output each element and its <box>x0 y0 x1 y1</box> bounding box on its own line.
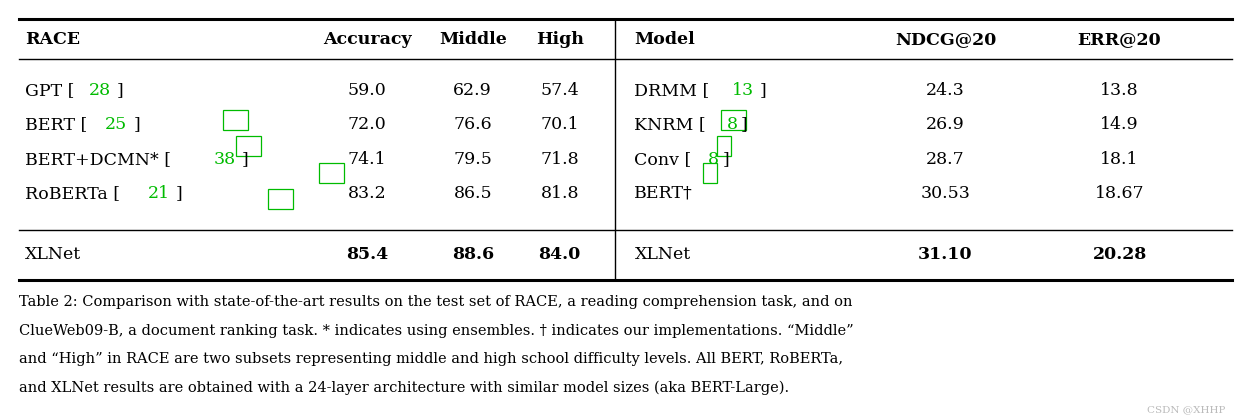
Text: DRMM [: DRMM [ <box>634 82 709 99</box>
Text: 25: 25 <box>106 116 127 133</box>
Text: ]: ] <box>175 185 183 202</box>
Text: 13: 13 <box>731 82 754 99</box>
Text: 74.1: 74.1 <box>347 151 387 168</box>
Text: ]: ] <box>723 151 729 168</box>
Text: ]: ] <box>134 116 141 133</box>
Text: 86.5: 86.5 <box>453 185 493 202</box>
Text: 81.8: 81.8 <box>541 185 578 202</box>
Text: 28: 28 <box>88 82 111 99</box>
Text: 14.9: 14.9 <box>1100 116 1140 133</box>
Text: 24.3: 24.3 <box>926 82 965 99</box>
Text: BERT+DCMN* [: BERT+DCMN* [ <box>25 151 170 168</box>
Text: NDCG@20: NDCG@20 <box>894 31 996 47</box>
Text: Model: Model <box>634 31 695 47</box>
Text: High: High <box>536 31 583 47</box>
Text: Table 2: Comparison with state-of-the-art results on the test set of RACE, a rea: Table 2: Comparison with state-of-the-ar… <box>19 295 852 310</box>
Text: 57.4: 57.4 <box>540 82 580 99</box>
Text: 38: 38 <box>213 151 235 168</box>
Text: 8: 8 <box>708 151 719 168</box>
Text: Middle: Middle <box>439 31 506 47</box>
Text: 70.1: 70.1 <box>540 116 580 133</box>
Text: Accuracy: Accuracy <box>322 31 412 47</box>
Text: 83.2: 83.2 <box>347 185 387 202</box>
Text: 20.28: 20.28 <box>1092 246 1147 263</box>
Text: GPT [: GPT [ <box>25 82 75 99</box>
Text: 21: 21 <box>148 185 169 202</box>
Text: CSDN @XHHP: CSDN @XHHP <box>1147 405 1225 414</box>
Text: BERT [: BERT [ <box>25 116 87 133</box>
Text: RACE: RACE <box>25 31 80 47</box>
Text: 88.6: 88.6 <box>452 246 494 263</box>
Text: KNRM [: KNRM [ <box>634 116 707 133</box>
Text: ]: ] <box>241 151 249 168</box>
Text: 71.8: 71.8 <box>540 151 580 168</box>
Text: ]: ] <box>741 116 748 133</box>
Text: Conv [: Conv [ <box>634 151 692 168</box>
Text: 30.53: 30.53 <box>921 185 970 202</box>
Text: ERR@20: ERR@20 <box>1077 31 1162 47</box>
Text: 79.5: 79.5 <box>453 151 493 168</box>
Text: 18.67: 18.67 <box>1095 185 1144 202</box>
Text: RoBERTa [: RoBERTa [ <box>25 185 119 202</box>
Text: 13.8: 13.8 <box>1100 82 1140 99</box>
Text: and “High” in RACE are two subsets representing middle and high school difficult: and “High” in RACE are two subsets repre… <box>19 352 842 366</box>
Text: and XLNet results are obtained with a 24-layer architecture with similar model s: and XLNet results are obtained with a 24… <box>19 380 789 395</box>
Text: 85.4: 85.4 <box>346 246 388 263</box>
Text: 8: 8 <box>726 116 738 133</box>
Text: 26.9: 26.9 <box>926 116 965 133</box>
Text: ]: ] <box>117 82 124 99</box>
Text: 31.10: 31.10 <box>918 246 973 263</box>
Text: 72.0: 72.0 <box>347 116 387 133</box>
Text: 28.7: 28.7 <box>926 151 965 168</box>
Text: 18.1: 18.1 <box>1101 151 1138 168</box>
Text: 62.9: 62.9 <box>453 82 493 99</box>
Text: 84.0: 84.0 <box>539 246 581 263</box>
Text: 59.0: 59.0 <box>347 82 387 99</box>
Text: ClueWeb09-B, a document ranking task. * indicates using ensembles. † indicates o: ClueWeb09-B, a document ranking task. * … <box>19 324 853 338</box>
Text: 76.6: 76.6 <box>453 116 493 133</box>
Text: XLNet: XLNet <box>25 246 81 263</box>
Text: XLNet: XLNet <box>634 246 690 263</box>
Text: ]: ] <box>760 82 766 99</box>
Text: BERT†: BERT† <box>634 185 693 202</box>
